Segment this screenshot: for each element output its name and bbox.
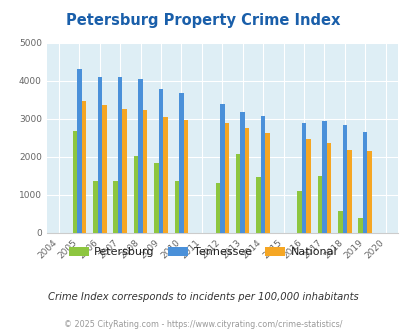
Bar <box>183 120 188 233</box>
Bar <box>346 149 351 233</box>
Bar <box>81 101 86 233</box>
Bar <box>260 116 265 233</box>
Bar <box>113 182 118 233</box>
Bar <box>367 151 371 233</box>
Bar <box>77 69 81 233</box>
Bar <box>158 89 163 233</box>
Legend: Petersburg, Tennessee, National: Petersburg, Tennessee, National <box>64 242 341 262</box>
Bar <box>305 139 310 233</box>
Text: Crime Index corresponds to incidents per 100,000 inhabitants: Crime Index corresponds to incidents per… <box>47 292 358 302</box>
Bar <box>118 78 122 233</box>
Bar <box>296 190 301 233</box>
Bar <box>321 121 326 233</box>
Bar <box>72 131 77 233</box>
Bar <box>358 218 362 233</box>
Bar <box>134 156 138 233</box>
Bar <box>215 182 220 233</box>
Bar <box>179 93 183 233</box>
Bar <box>174 182 179 233</box>
Bar <box>342 125 346 233</box>
Bar <box>220 104 224 233</box>
Bar <box>122 109 127 233</box>
Bar <box>326 143 330 233</box>
Bar <box>224 123 228 233</box>
Bar <box>265 133 269 233</box>
Bar <box>93 181 97 233</box>
Bar <box>138 79 143 233</box>
Bar <box>337 211 342 233</box>
Bar <box>301 123 305 233</box>
Bar <box>235 154 240 233</box>
Bar <box>362 132 367 233</box>
Bar <box>163 116 167 233</box>
Bar <box>317 176 321 233</box>
Bar <box>154 163 158 233</box>
Text: Petersburg Property Crime Index: Petersburg Property Crime Index <box>66 13 339 28</box>
Bar <box>143 110 147 233</box>
Bar <box>102 105 106 233</box>
Bar <box>240 112 244 233</box>
Text: © 2025 CityRating.com - https://www.cityrating.com/crime-statistics/: © 2025 CityRating.com - https://www.city… <box>64 320 341 329</box>
Bar <box>244 128 249 233</box>
Bar <box>256 177 260 233</box>
Bar <box>97 77 102 233</box>
